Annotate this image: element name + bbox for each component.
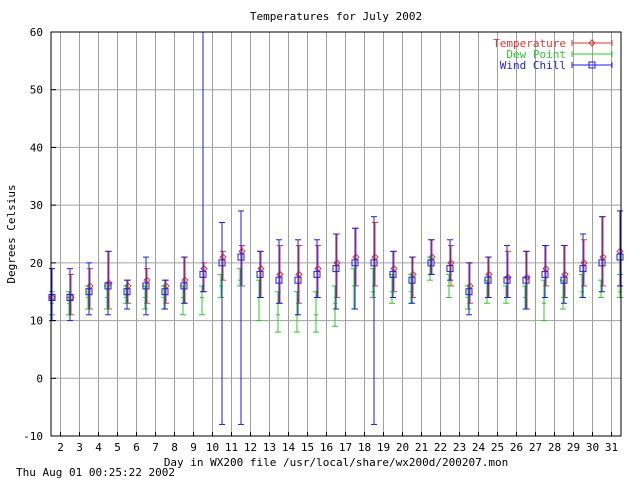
chart-series	[48, 31, 624, 425]
data-point	[48, 293, 56, 301]
plot-frame	[50, 31, 622, 437]
x-tick-label: 15	[301, 441, 314, 454]
y-tick-label: 60	[30, 26, 43, 39]
x-tick-label: 31	[605, 441, 618, 454]
y-tick-label: -10	[23, 430, 43, 443]
x-tick-label: 25	[491, 441, 504, 454]
y-axis-label: Degrees Celsius	[5, 184, 18, 283]
data-point	[294, 276, 302, 284]
series-wind-chill	[48, 31, 624, 425]
legend-label: Temperature	[493, 37, 566, 50]
data-point	[237, 253, 245, 261]
data-point	[370, 259, 378, 267]
x-tick-label: 16	[320, 441, 333, 454]
data-point	[522, 276, 530, 284]
x-tick-label: 9	[190, 441, 197, 454]
x-tick-label: 18	[358, 441, 371, 454]
legend-marker	[588, 61, 596, 69]
y-tick-label: 0	[36, 372, 43, 385]
x-tick-label: 23	[453, 441, 466, 454]
x-tick-label: 19	[377, 441, 390, 454]
x-tick-label: 21	[415, 441, 428, 454]
data-point	[351, 259, 359, 267]
x-tick-label: 11	[225, 441, 238, 454]
data-point	[560, 276, 568, 284]
data-point	[161, 288, 169, 296]
y-tick-label: 20	[30, 257, 43, 270]
x-tick-label: 3	[76, 441, 83, 454]
x-tick-label: 26	[510, 441, 523, 454]
x-tick-label: 30	[586, 441, 599, 454]
x-tick-label: 29	[567, 441, 580, 454]
data-point	[427, 259, 435, 267]
y-tick-label: 30	[30, 199, 43, 212]
data-point	[332, 265, 340, 273]
chart-title: Temperatures for July 2002	[250, 10, 422, 23]
data-point	[504, 273, 512, 281]
data-point	[446, 265, 454, 273]
data-point	[484, 276, 492, 284]
data-point	[313, 270, 321, 278]
footer-timestamp: Thu Aug 01 00:25:22 2002	[16, 466, 175, 479]
axis-ticks: 2 3 4 5 6 7 8 9 10 11 12 13 14 15 16 17 18 19 20 21 22 23 24 25…	[23, 26, 618, 454]
data-point	[616, 253, 624, 261]
y-tick-label: 40	[30, 141, 43, 154]
y-tick-label: 10	[30, 315, 43, 328]
x-tick-label: 4	[95, 441, 102, 454]
x-tick-label: 28	[548, 441, 561, 454]
data-point	[503, 276, 511, 284]
x-tick-label: 14	[282, 441, 296, 454]
grid-lines	[51, 32, 621, 436]
legend-marker	[588, 39, 596, 47]
x-tick-label: 6	[133, 441, 140, 454]
x-tick-label: 13	[263, 441, 276, 454]
x-tick-label: 8	[171, 441, 178, 454]
legend-label: Wind Chill	[500, 59, 566, 72]
data-point	[579, 265, 587, 273]
x-tick-label: 27	[529, 441, 542, 454]
data-point	[123, 288, 131, 296]
data-point	[598, 259, 606, 267]
x-tick-label: 5	[114, 441, 121, 454]
data-point	[408, 276, 416, 284]
x-tick-label: 22	[434, 441, 447, 454]
data-point	[66, 293, 74, 301]
data-point	[85, 288, 93, 296]
data-point	[104, 282, 112, 290]
data-point	[465, 288, 473, 296]
data-point	[199, 270, 207, 278]
data-point	[218, 259, 226, 267]
x-axis-label: Day in WX200 file /usr/local/share/wx200…	[164, 456, 508, 469]
data-point	[275, 276, 283, 284]
x-tick-label: 24	[472, 441, 486, 454]
data-point	[541, 270, 549, 278]
data-point	[256, 270, 264, 278]
x-tick-label: 2	[57, 441, 64, 454]
x-tick-label: 10	[206, 441, 219, 454]
data-point	[389, 270, 397, 278]
x-tick-label: 20	[396, 441, 409, 454]
data-point	[180, 282, 188, 290]
x-tick-label: 17	[339, 441, 352, 454]
x-tick-label: 12	[244, 441, 257, 454]
legend-label: Dew Point	[506, 48, 566, 61]
data-point	[142, 282, 150, 290]
data-point	[523, 273, 531, 281]
y-tick-label: 50	[30, 84, 43, 97]
x-tick-label: 7	[152, 441, 159, 454]
